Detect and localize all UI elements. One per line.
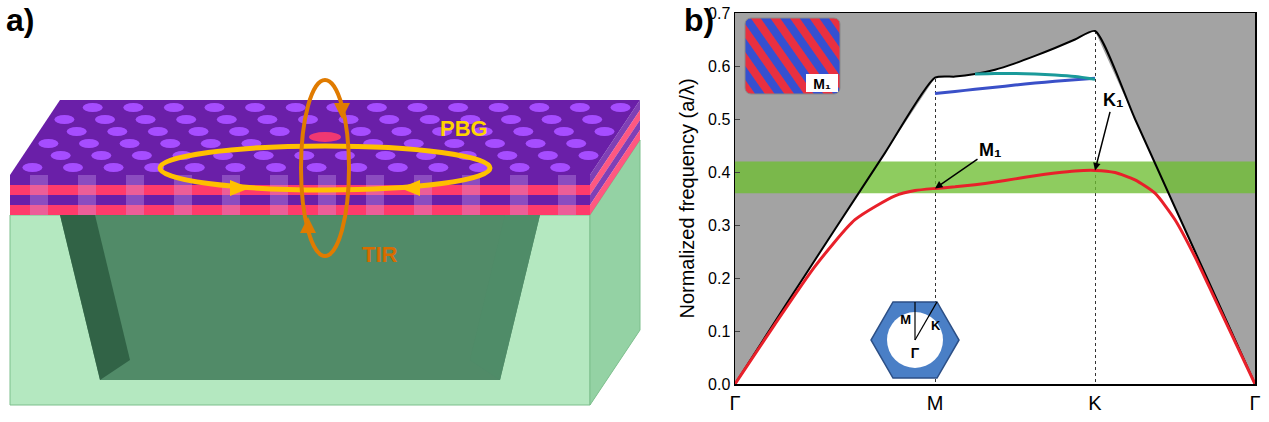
svg-text:PBG: PBG [440,116,488,141]
svg-text:Γ: Γ [729,392,740,414]
svg-text:M: M [900,312,911,327]
svg-text:0.6: 0.6 [708,58,730,75]
svg-text:0.5: 0.5 [708,111,730,128]
svg-text:0.2: 0.2 [708,270,730,287]
svg-text:TIR: TIR [362,242,398,267]
svg-text:K₁: K₁ [1103,90,1123,110]
svg-text:Γ: Γ [1249,392,1260,414]
svg-text:M₁: M₁ [979,140,1001,160]
svg-text:0.0: 0.0 [708,376,730,393]
svg-text:0.3: 0.3 [708,217,730,234]
svg-text:M: M [927,392,944,414]
svg-text:Normalized frequency (a/λ): Normalized frequency (a/λ) [676,78,698,318]
svg-text:K: K [931,318,941,333]
svg-text:K: K [1088,392,1102,414]
svg-text:0.1: 0.1 [708,323,730,340]
svg-text:Γ: Γ [911,345,920,361]
svg-text:0.4: 0.4 [708,164,730,181]
svg-text:M₁: M₁ [813,76,831,92]
